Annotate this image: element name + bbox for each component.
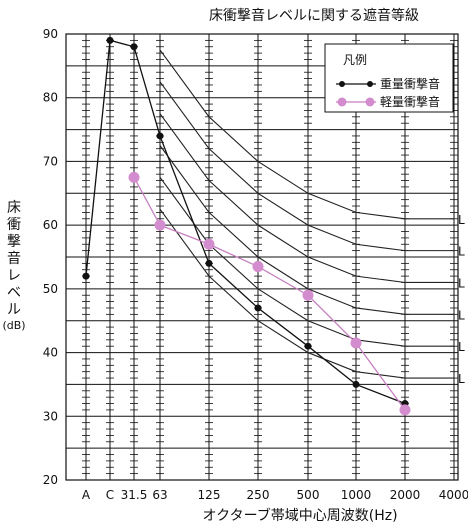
data-point-light [203,238,215,250]
x-axis-label: オクターブ帯域中心周波数(Hz) [202,507,397,524]
x-tick-label: 250 [247,488,270,502]
rating-curve [159,49,454,220]
chart-title: 床衝撃音レベルに関する遮音等級 [209,7,419,24]
data-point-heavy [82,272,90,280]
rating-curve [159,113,454,284]
rating-curve-label: L [458,276,465,290]
data-point-light [399,404,411,416]
legend-marker-light [337,97,347,107]
rating-curve-label: L [458,372,465,386]
data-point-heavy [254,304,262,312]
x-tick-label: A [82,488,91,502]
legend-marker-heavy [367,81,373,87]
rating-curve-label: L [458,245,465,259]
y-tick-label: 90 [43,27,58,41]
y-tick-label: 40 [43,346,58,360]
data-point-light [252,261,264,273]
rating-curve [159,145,454,315]
y-tick-label: 70 [43,154,58,168]
y-tick-label: 50 [43,282,58,296]
x-tick-label: C [106,488,114,502]
data-point-heavy [352,380,360,388]
rating-curve [159,81,454,252]
y-tick-label: 20 [43,473,58,487]
data-point-heavy [130,43,138,51]
rating-curves: L L L L L L [159,49,465,386]
data-point-light [350,337,362,349]
y-tick-label: 60 [43,218,58,232]
rating-curve-label: L [458,340,465,354]
data-point-heavy [205,259,213,267]
data-point-heavy [156,132,164,140]
grid [66,34,458,480]
x-tick-label: 1000 [341,488,372,502]
y-tick-labels: 20 30 40 50 60 70 80 90 [43,27,58,487]
data-point-heavy [106,36,114,44]
y-axis-label: 床衝撃音レベル (dB) [2,200,26,333]
x-tick-label: 63 [152,488,167,502]
rating-curve-label: L [458,308,465,322]
data-series [82,36,411,416]
x-tick-label: 500 [297,488,320,502]
legend-label-heavy: 重量衝撃音 [380,76,440,91]
y-tick-label: 80 [43,91,58,105]
x-tick-label: 125 [198,488,221,502]
y-axis-unit: (dB) [2,319,26,332]
legend-box [324,43,454,113]
x-tick-label: 4000 [439,488,468,502]
legend-marker-light [365,97,375,107]
legend-title: 凡例 [343,53,367,67]
data-point-heavy [304,342,312,350]
data-point-light [302,289,314,301]
x-tick-label: 2000 [390,488,421,502]
rating-curve-label: L [458,213,465,227]
y-tick-label: 30 [43,409,58,423]
series-line [133,177,406,411]
legend: 凡例 重量衝撃音 軽量衝撃音 [324,43,454,113]
x-tick-label: 31.5 [121,488,148,502]
data-point-light [128,171,140,183]
rating-curve [159,208,454,379]
data-point-light [154,219,166,231]
x-tick-labels: A C 31.5 63 125 250 500 1000 2000 4000 [82,488,468,502]
legend-marker-heavy [339,81,345,87]
y-axis-label-text: 床衝撃音レベル [7,200,21,318]
legend-label-light: 軽量衝撃音 [380,94,440,109]
